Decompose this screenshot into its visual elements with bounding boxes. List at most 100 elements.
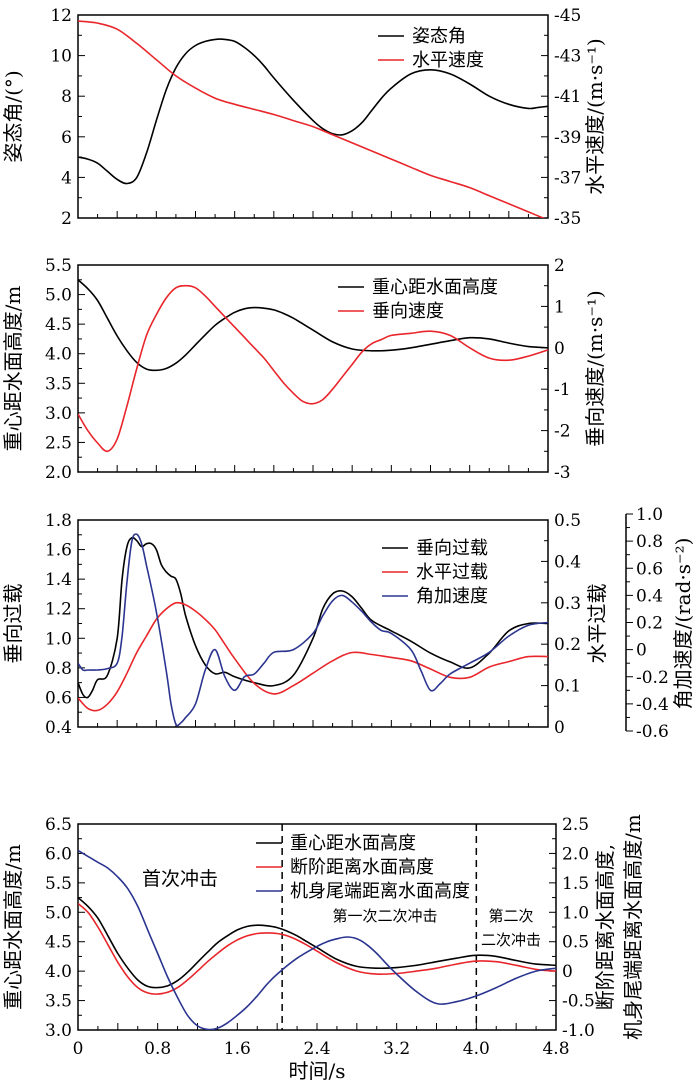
y-tick-label: 3.5 <box>45 374 72 394</box>
y2-tick-label: -41 <box>554 87 581 107</box>
y-tick-label: 6.0 <box>45 844 72 864</box>
plot-frame <box>77 14 549 219</box>
y2-axis-title-line1: 断阶距离水面高度, <box>593 844 617 1010</box>
series-line <box>78 284 548 453</box>
y-tick-label: 2.0 <box>45 463 72 483</box>
y-tick-label: 10 <box>50 47 72 67</box>
y-tick-label: 2 <box>61 209 72 229</box>
legend-label: 姿态角 <box>412 26 466 47</box>
y2-tick-label: 0.5 <box>562 933 589 953</box>
y-tick-label: 1.8 <box>45 511 72 531</box>
y2-tick-label: 0.5 <box>554 511 581 531</box>
y-tick-label: 3.0 <box>45 1021 72 1041</box>
y2-axis-title: 水平速度/(m·s⁻¹) <box>583 38 607 195</box>
y-tick-label: 12 <box>50 6 72 26</box>
series-line <box>78 902 556 995</box>
legend-label: 角加速度 <box>416 586 488 607</box>
y3-tick-label: 1.0 <box>636 505 663 525</box>
legend-label: 垂向速度 <box>372 301 444 322</box>
legend-label: 重心距水面高度 <box>372 277 498 298</box>
annotation-second-secondary-impact-line1: 第二次 <box>488 907 533 925</box>
panel-1: 2 4 6 8 10 12 -35 -37 -39 -41 -43 -45 姿态角/(°) 水平速度/(m… <box>1 6 607 229</box>
x-tick-label: 0 <box>73 1039 84 1059</box>
y2-tick-label: 0.3 <box>554 594 581 614</box>
y3-tick-label: 0.2 <box>636 614 663 634</box>
y2-tick-label: -3 <box>554 463 571 483</box>
panel-3: 0.4 0.6 0.8 1.0 1.2 1.4 1.6 1.8 0 0.1 0.2 0.3 0.4 0.5… <box>1 505 695 742</box>
x-tick-label: 3.2 <box>383 1039 410 1059</box>
y-tick-label: 6.5 <box>45 815 72 835</box>
y-tick-label: 4.5 <box>45 933 72 953</box>
y-axis-title: 垂向过载 <box>1 584 25 664</box>
y2-axis-title: 垂向速度/(m·s⁻¹) <box>583 290 607 447</box>
y-tick-label: 5.0 <box>45 286 72 306</box>
y-tick-label: 5.0 <box>45 903 72 923</box>
legend-label: 水平速度 <box>412 50 484 71</box>
y-tick-label: 0.4 <box>45 718 72 738</box>
panel-4: 3.0 3.5 4.0 4.5 5.0 5.5 6.0 6.5 -1.0 -0.5 0 0.5 1.0 1… <box>1 814 645 1083</box>
panel-2: 2.0 2.5 3.0 3.5 4.0 4.5 5.0 5.5 -3 -2 -1 0 1 2 重心距水面高度… <box>1 256 607 483</box>
y-tick-label: 1.0 <box>45 629 72 649</box>
y2-tick-label: -0.5 <box>562 992 595 1012</box>
y2-tick-label: -43 <box>554 47 581 67</box>
y3-tick-label: 0.6 <box>636 559 663 579</box>
plot-frame <box>77 823 557 1031</box>
y2-tick-label: 0 <box>554 339 565 359</box>
y-tick-label: 4.0 <box>45 345 72 365</box>
x-axis-title: 时间/s <box>288 1059 345 1083</box>
y-axis-title: 重心距水面高度/m <box>1 844 25 1010</box>
y3-tick-label: 0 <box>636 641 647 661</box>
y-tick-label: 6 <box>61 128 72 148</box>
y-tick-label: 4.0 <box>45 962 72 982</box>
annotation-second-secondary-impact-line2: 二次冲击 <box>481 931 541 949</box>
y2-tick-label: 1.0 <box>562 903 589 923</box>
series-line <box>78 536 548 699</box>
x-tick-label: 1.6 <box>224 1039 251 1059</box>
y2-tick-label: 0.4 <box>554 552 581 572</box>
y2-tick-label: 2 <box>554 256 565 276</box>
legend-label: 机身尾端距离水面高度 <box>290 881 470 902</box>
x-tick-label: 4.0 <box>463 1039 490 1059</box>
y3-tick-label: 0.4 <box>636 586 663 606</box>
y3-tick-label: -0.6 <box>636 722 669 742</box>
y-tick-label: 3.0 <box>45 404 72 424</box>
y2-tick-label: -1.0 <box>562 1021 595 1041</box>
y2-tick-label: 2.0 <box>562 844 589 864</box>
y3-tick-label: 0.8 <box>636 532 663 552</box>
y2-tick-label: 2.5 <box>562 815 589 835</box>
x-tick-label: 4.8 <box>542 1039 569 1059</box>
annotation-first-secondary-impact: 第一次二次冲击 <box>332 907 437 925</box>
series-line <box>78 896 556 989</box>
x-tick-label: 2.4 <box>303 1039 330 1059</box>
y2-tick-label: -2 <box>554 422 571 442</box>
y2-tick-label: -35 <box>554 209 581 229</box>
y-axis-title: 姿态角/(°) <box>1 70 25 162</box>
y-tick-label: 0.6 <box>45 688 72 708</box>
y2-axis-title-line2: 机身尾端距离水面高度/m <box>621 814 645 1040</box>
y2-tick-label: 1.5 <box>562 874 589 894</box>
y-tick-label: 4.5 <box>45 315 72 335</box>
y2-tick-label: 0 <box>562 962 573 982</box>
y-tick-label: 3.5 <box>45 992 72 1012</box>
y2-tick-label: -45 <box>554 6 581 26</box>
y-tick-label: 5.5 <box>45 256 72 276</box>
y-tick-label: 1.6 <box>45 541 72 561</box>
y-tick-label: 1.4 <box>45 570 72 590</box>
legend-label: 重心距水面高度 <box>290 833 416 854</box>
legend-label: 水平过载 <box>416 562 488 583</box>
y3-tick-label: -0.2 <box>636 668 669 688</box>
y3-axis-title: 角加速度/(rad·s⁻²) <box>671 538 695 710</box>
y2-tick-label: -1 <box>554 380 571 400</box>
y-tick-label: 0.8 <box>45 659 72 679</box>
series-line <box>78 20 546 218</box>
y2-tick-label: 0 <box>554 718 565 738</box>
series-line <box>78 38 548 185</box>
y-axis-title: 重心距水面高度/m <box>1 286 25 452</box>
annotation-first-impact: 首次冲击 <box>142 868 218 890</box>
y-tick-label: 2.5 <box>45 433 72 453</box>
y-tick-label: 8 <box>61 87 72 107</box>
legend-label: 垂向过载 <box>416 538 488 559</box>
y-tick-label: 5.5 <box>45 874 72 894</box>
y2-tick-label: 1 <box>554 297 565 317</box>
